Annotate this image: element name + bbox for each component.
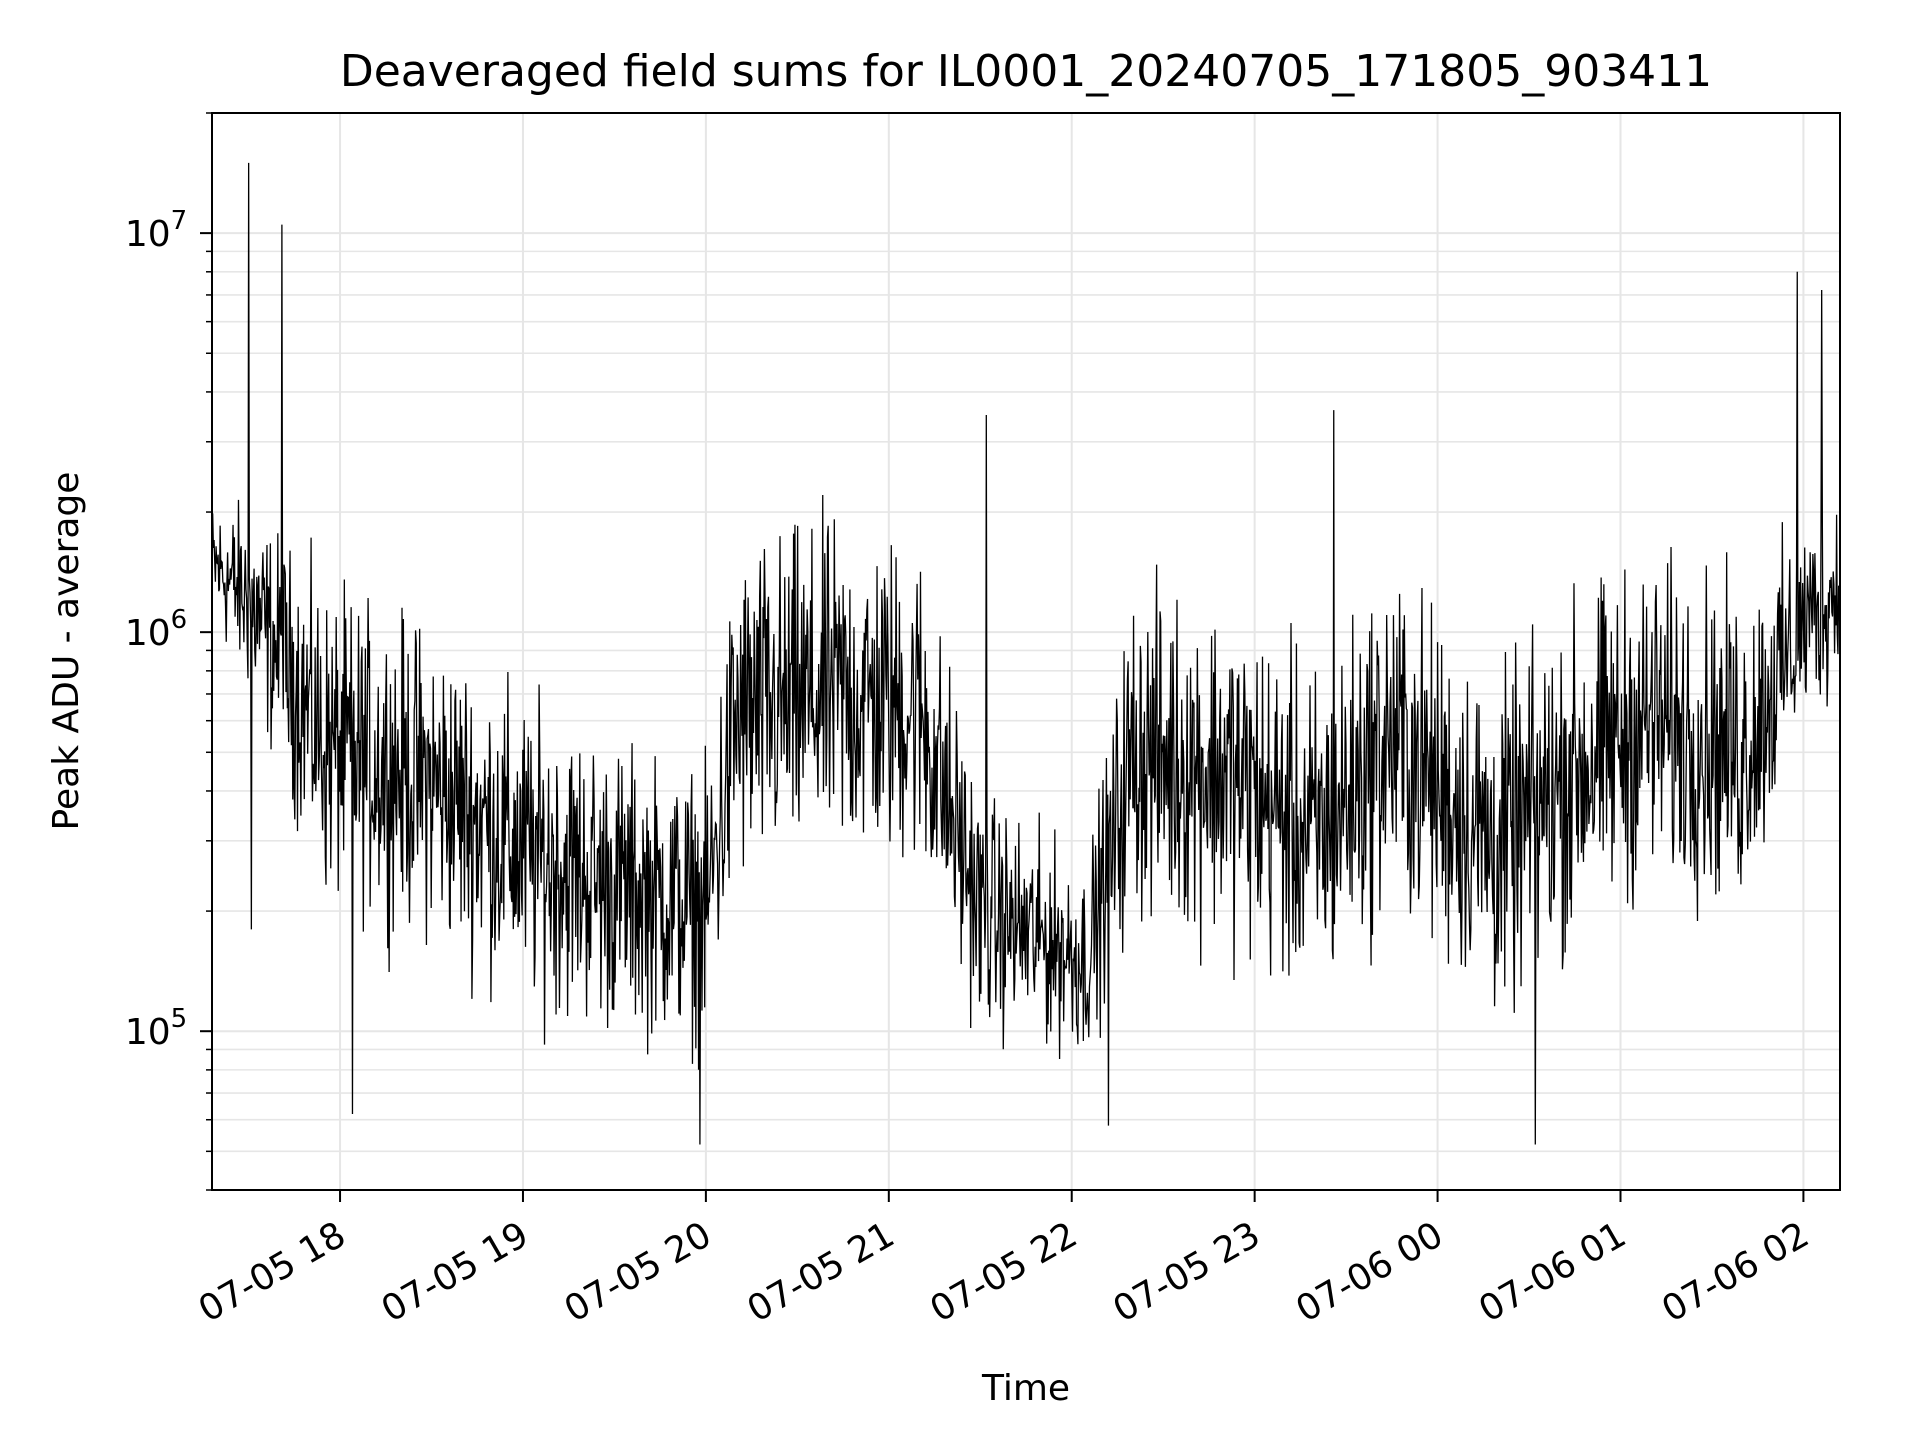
y-tick-label: 107 [125, 206, 187, 255]
x-axis-label: Time [981, 1368, 1070, 1409]
series-line [211, 162, 1841, 1145]
data-series [211, 162, 1841, 1145]
y-tick-exponent: 7 [171, 206, 188, 236]
y-tick-base: 10 [125, 1012, 171, 1053]
y-axis-label: Peak ADU - average [46, 472, 87, 831]
y-tick-exponent: 6 [171, 605, 188, 635]
plot-frame [211, 112, 1841, 1191]
y-tick-base: 10 [125, 613, 171, 654]
y-tick-base: 10 [125, 214, 171, 255]
y-tick-label: 106 [125, 605, 187, 654]
y-tick-label: 105 [125, 1004, 187, 1053]
y-tick-exponent: 5 [171, 1004, 188, 1034]
chart-title: Deaveraged field sums for IL0001_2024070… [340, 46, 1712, 97]
